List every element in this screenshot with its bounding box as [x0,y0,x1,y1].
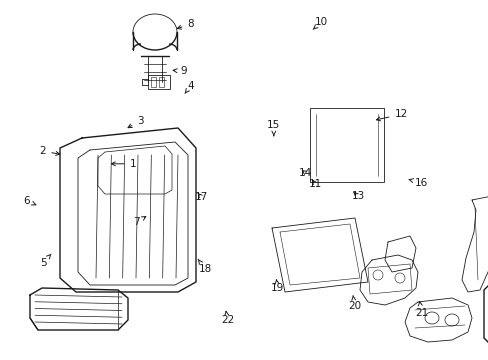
Text: 6: 6 [23,196,36,206]
Text: 1: 1 [111,159,136,169]
Text: 13: 13 [350,191,364,201]
Text: 12: 12 [376,109,407,121]
Text: 3: 3 [128,116,143,128]
Text: 10: 10 [312,17,327,30]
Text: 8: 8 [177,19,194,30]
Text: 2: 2 [40,146,60,156]
Text: 11: 11 [308,179,322,189]
Text: 18: 18 [198,259,212,274]
Text: 5: 5 [40,254,51,268]
Text: 19: 19 [270,280,284,293]
Text: 22: 22 [220,311,234,325]
Text: 20: 20 [347,296,360,311]
Text: 9: 9 [173,66,186,76]
Text: 7: 7 [132,217,145,228]
Text: 16: 16 [408,178,427,188]
Text: 15: 15 [266,120,280,136]
Text: 21: 21 [414,302,427,318]
Text: 4: 4 [184,81,194,94]
Text: 14: 14 [298,168,312,178]
Text: 17: 17 [194,192,208,202]
